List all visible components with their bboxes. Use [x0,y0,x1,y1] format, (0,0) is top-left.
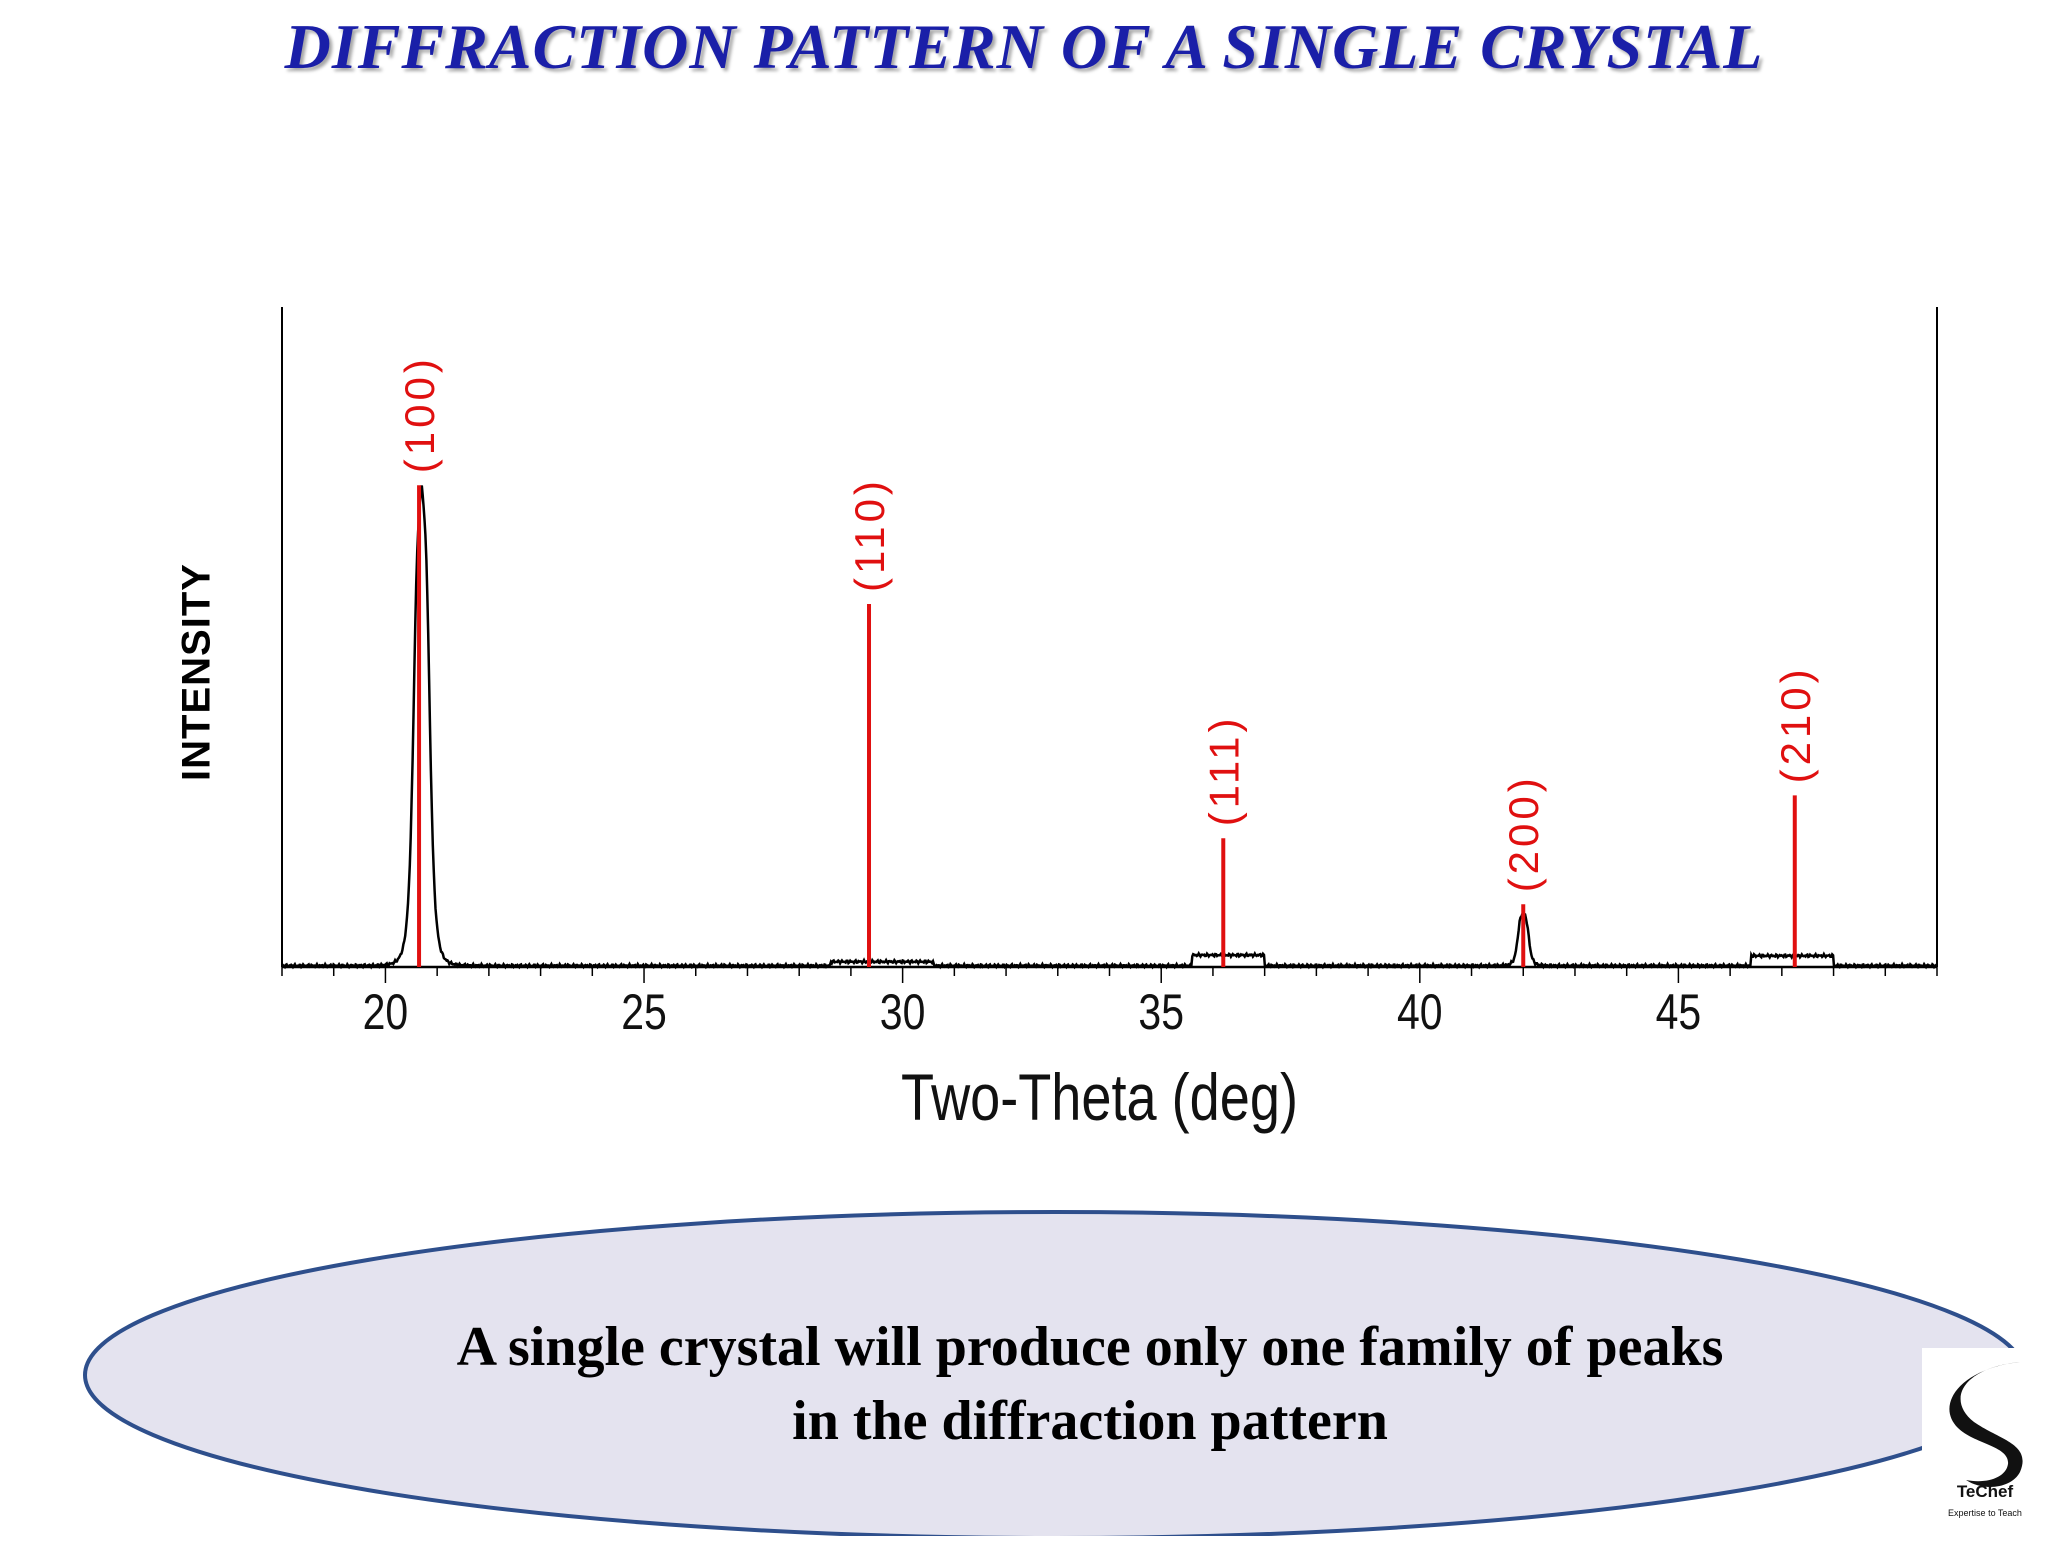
logo-tagline: Expertise to Teach [1948,1508,2022,1518]
callout-text: A single crystal will produce only one f… [290,1310,1890,1458]
x-axis-label: Two-Theta (deg) [901,1060,1298,1134]
diffraction-curve [281,485,1938,970]
callout-line-2: in the diffraction pattern [792,1390,1388,1452]
plot-area: 20 25 30 35 40 45 Two-Theta (deg) (100) (110) (11… [281,307,1938,1134]
x-tick-label: 35 [1138,984,1184,1040]
reflection-label: (111) [1200,714,1247,826]
x-tick-label: 45 [1656,984,1702,1040]
x-tick-label: 30 [880,984,926,1040]
slide-title: DIFFRACTION PATTERN OF A SINGLE CRYSTAL [284,11,1764,82]
callout-line-1: A single crystal will produce only one f… [456,1316,1724,1378]
x-tick-label: 40 [1397,984,1443,1040]
reflection-label: (100) [396,355,443,473]
reflection-label: (200) [1500,774,1547,892]
y-axis-label: INTENSITY [174,563,219,781]
x-tick-label: 25 [621,984,667,1040]
logo-name: TeChef [1956,1482,2014,1501]
reflection-label: (210) [1772,665,1819,783]
x-tick-label: 20 [363,984,409,1040]
brand-logo: TeChef Expertise to Teach [1922,1348,2048,1536]
reflection-label: (110) [846,477,893,592]
logo-swirl-icon [1949,1362,2023,1487]
